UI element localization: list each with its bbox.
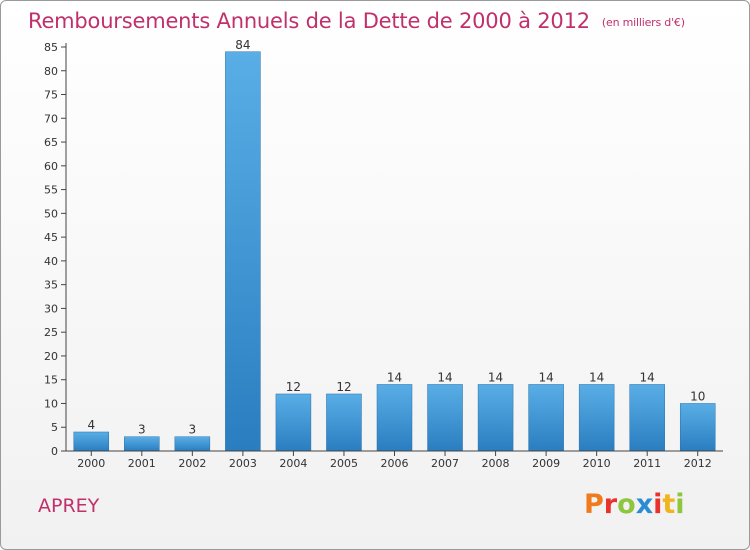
y-tick-label: 85 [44,41,58,54]
x-tick-label: 2006 [381,457,409,470]
logo-letter: P [584,489,604,520]
logo-letter: r [603,489,618,520]
y-tick-label: 20 [44,350,58,363]
y-tick-label: 60 [44,160,58,173]
y-tick-label: 35 [44,279,58,292]
logo-letter: o [617,489,636,520]
title-text: Remboursements Annuels de la Dette de 20… [28,9,590,33]
y-tick-label: 55 [44,184,58,197]
bar-2000 [73,431,110,452]
bar-2006 [376,384,413,452]
x-tick-label: 2001 [128,457,156,470]
bar-2012 [679,403,716,452]
bars: 4 3 3 84 12 12 14 14 14 14 14 14 10 [73,38,716,452]
bar-2002 [174,436,211,452]
bar-value-label: 10 [690,389,705,403]
bar-value-label: 14 [640,370,655,384]
y-tick-label: 50 [44,207,58,220]
bar-2001 [124,436,160,452]
bar-2008 [477,384,514,452]
x-tick-label: 2005 [330,457,358,470]
y-tick-label: 15 [44,374,58,387]
x-tick-label: 2011 [633,457,661,470]
bar-value-label: 3 [138,423,146,437]
x-tick-label: 2000 [77,457,105,470]
bar-value-label: 14 [387,370,402,384]
bar-2004 [275,393,312,452]
y-tick-label: 75 [44,89,58,102]
logo-letter: x [635,489,654,520]
bar-value-label: 14 [437,370,452,384]
logo-letter: t [662,489,676,520]
commune-name: APREY [38,495,100,517]
bar-value-label: 12 [286,380,301,394]
bar-value-label: 14 [538,370,553,384]
x-tick-label: 2008 [482,457,510,470]
y-tick-label: 80 [44,65,58,78]
y-tick-label: 40 [44,255,58,268]
y-tick-label: 10 [44,397,58,410]
proxiti-logo: Proxiti [584,489,685,520]
bar-2007 [427,384,463,452]
x-axis: 2000 2001 2002 2003 2004 2005 2006 2007 2008 2009… [66,450,723,470]
bar-value-label: 14 [589,370,604,384]
x-tick-label: 2009 [532,457,560,470]
x-tick-label: 2007 [431,457,459,470]
bar-2009 [528,384,564,452]
y-tick-label: 30 [44,302,58,315]
bar-value-label: 4 [87,418,95,432]
y-tick-label: 5 [51,421,58,434]
x-tick-label: 2002 [178,457,206,470]
y-axis: 0 5 10 15 20 25 30 35 40 45 50 55 60 65 70 75 80 85 [44,41,67,458]
unit-note: (en milliers d'€) [601,15,685,29]
bar-value-label: 14 [488,370,503,384]
logo-letter: i [675,489,685,520]
x-tick-label: 2003 [229,457,257,470]
bar-value-label: 3 [189,423,197,437]
bar-value-label: 84 [235,38,250,52]
x-tick-label: 2004 [279,457,307,470]
y-tick-label: 65 [44,136,58,149]
y-tick-label: 25 [44,326,58,339]
chart-title: Remboursements Annuels de la Dette de 20… [28,9,685,33]
bar-2010 [578,384,615,452]
y-tick-label: 70 [44,112,58,125]
logo-letter: i [653,489,663,520]
bar-value-label: 12 [336,380,351,394]
bar-2011 [629,384,665,452]
y-tick-label: 0 [51,445,58,458]
x-tick-label: 2010 [583,457,611,470]
y-tick-label: 45 [44,231,58,244]
x-tick-label: 2012 [684,457,712,470]
bar-2003 [225,51,261,452]
bar-2005 [326,393,362,452]
